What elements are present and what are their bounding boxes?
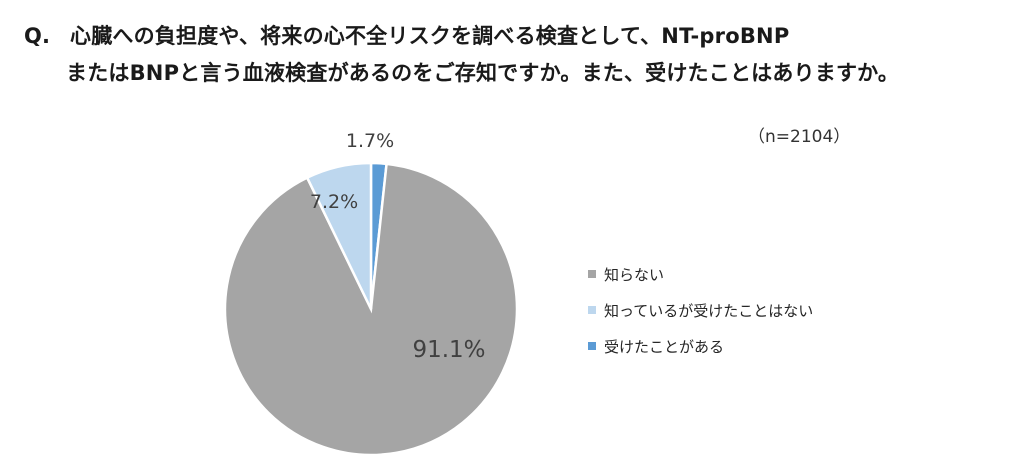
legend-label: 受けたことがある (604, 337, 725, 356)
question-line-1-text: 心臓への負担度や、将来の心不全リスクを調べる検査として、NT-proBNP (70, 24, 790, 48)
legend-swatch (588, 342, 596, 350)
pie-slice-3 (305, 161, 373, 310)
pie-slice-2 (223, 162, 519, 457)
legend-item-1: 知らない (588, 256, 813, 292)
legend-label: 知っているが受けたことはない (604, 301, 814, 320)
legend-swatch (588, 270, 596, 278)
question-line-2: またはBNPと言う血液検査があるのをご存知ですか。また、受けたことはありますか。 (66, 61, 900, 85)
question-text: Q. 心臓への負担度や、将来の心不全リスクを調べる検査として、NT-proBNP … (24, 18, 899, 92)
chart-legend: 知らない知っているが受けたことはない 受けたことがある (588, 256, 813, 364)
legend-item-2: 知っているが受けたことはない (588, 292, 813, 328)
question-prefix: Q. (24, 24, 51, 48)
pie-data-label-1: 1.7% (346, 130, 394, 152)
legend-swatch (588, 306, 596, 314)
pie-data-label-2: 91.1% (412, 337, 485, 363)
legend-item-3: 受けたことがある (588, 328, 813, 364)
question-line-1: Q. 心臓への負担度や、将来の心不全リスクを調べる検査として、NT-proBNP (24, 18, 899, 55)
pie-data-label-3: 7.2% (310, 191, 358, 213)
legend-label: 知らない (604, 265, 665, 284)
sample-size: （n=2104） (748, 127, 851, 147)
